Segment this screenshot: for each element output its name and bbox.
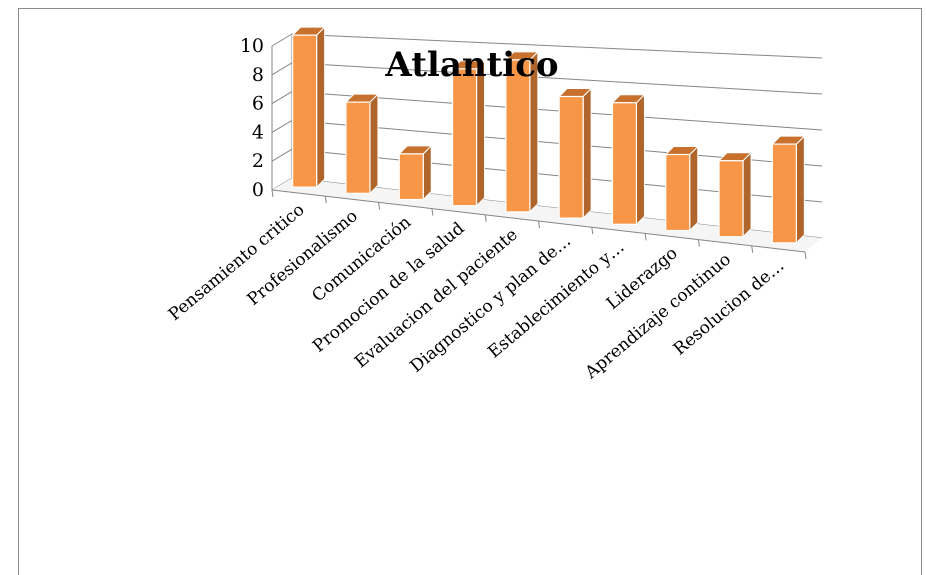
bar xyxy=(611,93,646,226)
bar-front xyxy=(398,153,424,201)
bars xyxy=(291,25,806,245)
bar xyxy=(664,145,699,232)
gridline-side xyxy=(271,148,293,162)
bar-front xyxy=(771,143,797,244)
bar xyxy=(717,151,753,238)
y-tick-label: 0 xyxy=(252,179,264,201)
gridline-side xyxy=(271,33,293,47)
gridline xyxy=(291,91,823,131)
chart-frame xyxy=(18,8,922,575)
bar xyxy=(344,92,380,195)
x-tick xyxy=(271,189,274,198)
bar-front xyxy=(505,59,531,213)
gridline-side xyxy=(271,91,293,105)
x-tick xyxy=(697,239,700,247)
x-tick-label: Resolucion de… xyxy=(670,256,788,360)
x-tick xyxy=(538,220,540,229)
x-tick xyxy=(324,196,327,204)
gridline-side xyxy=(271,62,293,76)
gridline xyxy=(291,62,823,95)
bar-side xyxy=(742,151,752,238)
y-tick-label: 8 xyxy=(252,64,264,86)
x-tick xyxy=(591,227,594,235)
x-tick xyxy=(644,233,647,241)
x-tick xyxy=(431,208,434,216)
bar-side xyxy=(422,144,432,201)
chart-title: Atlantico xyxy=(384,45,558,85)
bar-front xyxy=(345,101,371,194)
bar-side xyxy=(635,93,645,226)
bar-side xyxy=(369,92,379,195)
bar-side xyxy=(582,87,592,220)
bar-front xyxy=(558,95,584,219)
x-tick xyxy=(804,251,807,260)
bar-side xyxy=(795,134,805,245)
x-tick xyxy=(484,214,487,222)
bar-side xyxy=(316,25,326,189)
y-tick-label: 2 xyxy=(252,150,264,172)
bar xyxy=(557,87,593,220)
bar-front xyxy=(665,153,691,232)
bar xyxy=(771,134,806,245)
x-tick xyxy=(378,202,381,210)
bar xyxy=(504,50,540,214)
bar-front xyxy=(451,68,478,207)
bar xyxy=(291,25,326,189)
bar xyxy=(451,59,486,207)
gridline xyxy=(291,33,823,59)
y-axis: 0 2 4 6 8 10 xyxy=(240,35,264,201)
bar xyxy=(398,144,433,201)
y-tick-label: 10 xyxy=(240,35,264,57)
gridline-side xyxy=(271,119,293,133)
y-tick-label: 4 xyxy=(252,121,264,143)
x-tick xyxy=(751,245,754,253)
bar-front xyxy=(292,34,318,188)
bar-side xyxy=(689,145,699,232)
bar-front xyxy=(718,160,744,238)
x-tick-label: Profesionalismo xyxy=(244,206,362,310)
y-tick-label: 6 xyxy=(252,93,264,115)
bar-front xyxy=(611,102,638,225)
x-axis: Pensamiento criticoProfesionalismoComuni… xyxy=(165,189,807,383)
